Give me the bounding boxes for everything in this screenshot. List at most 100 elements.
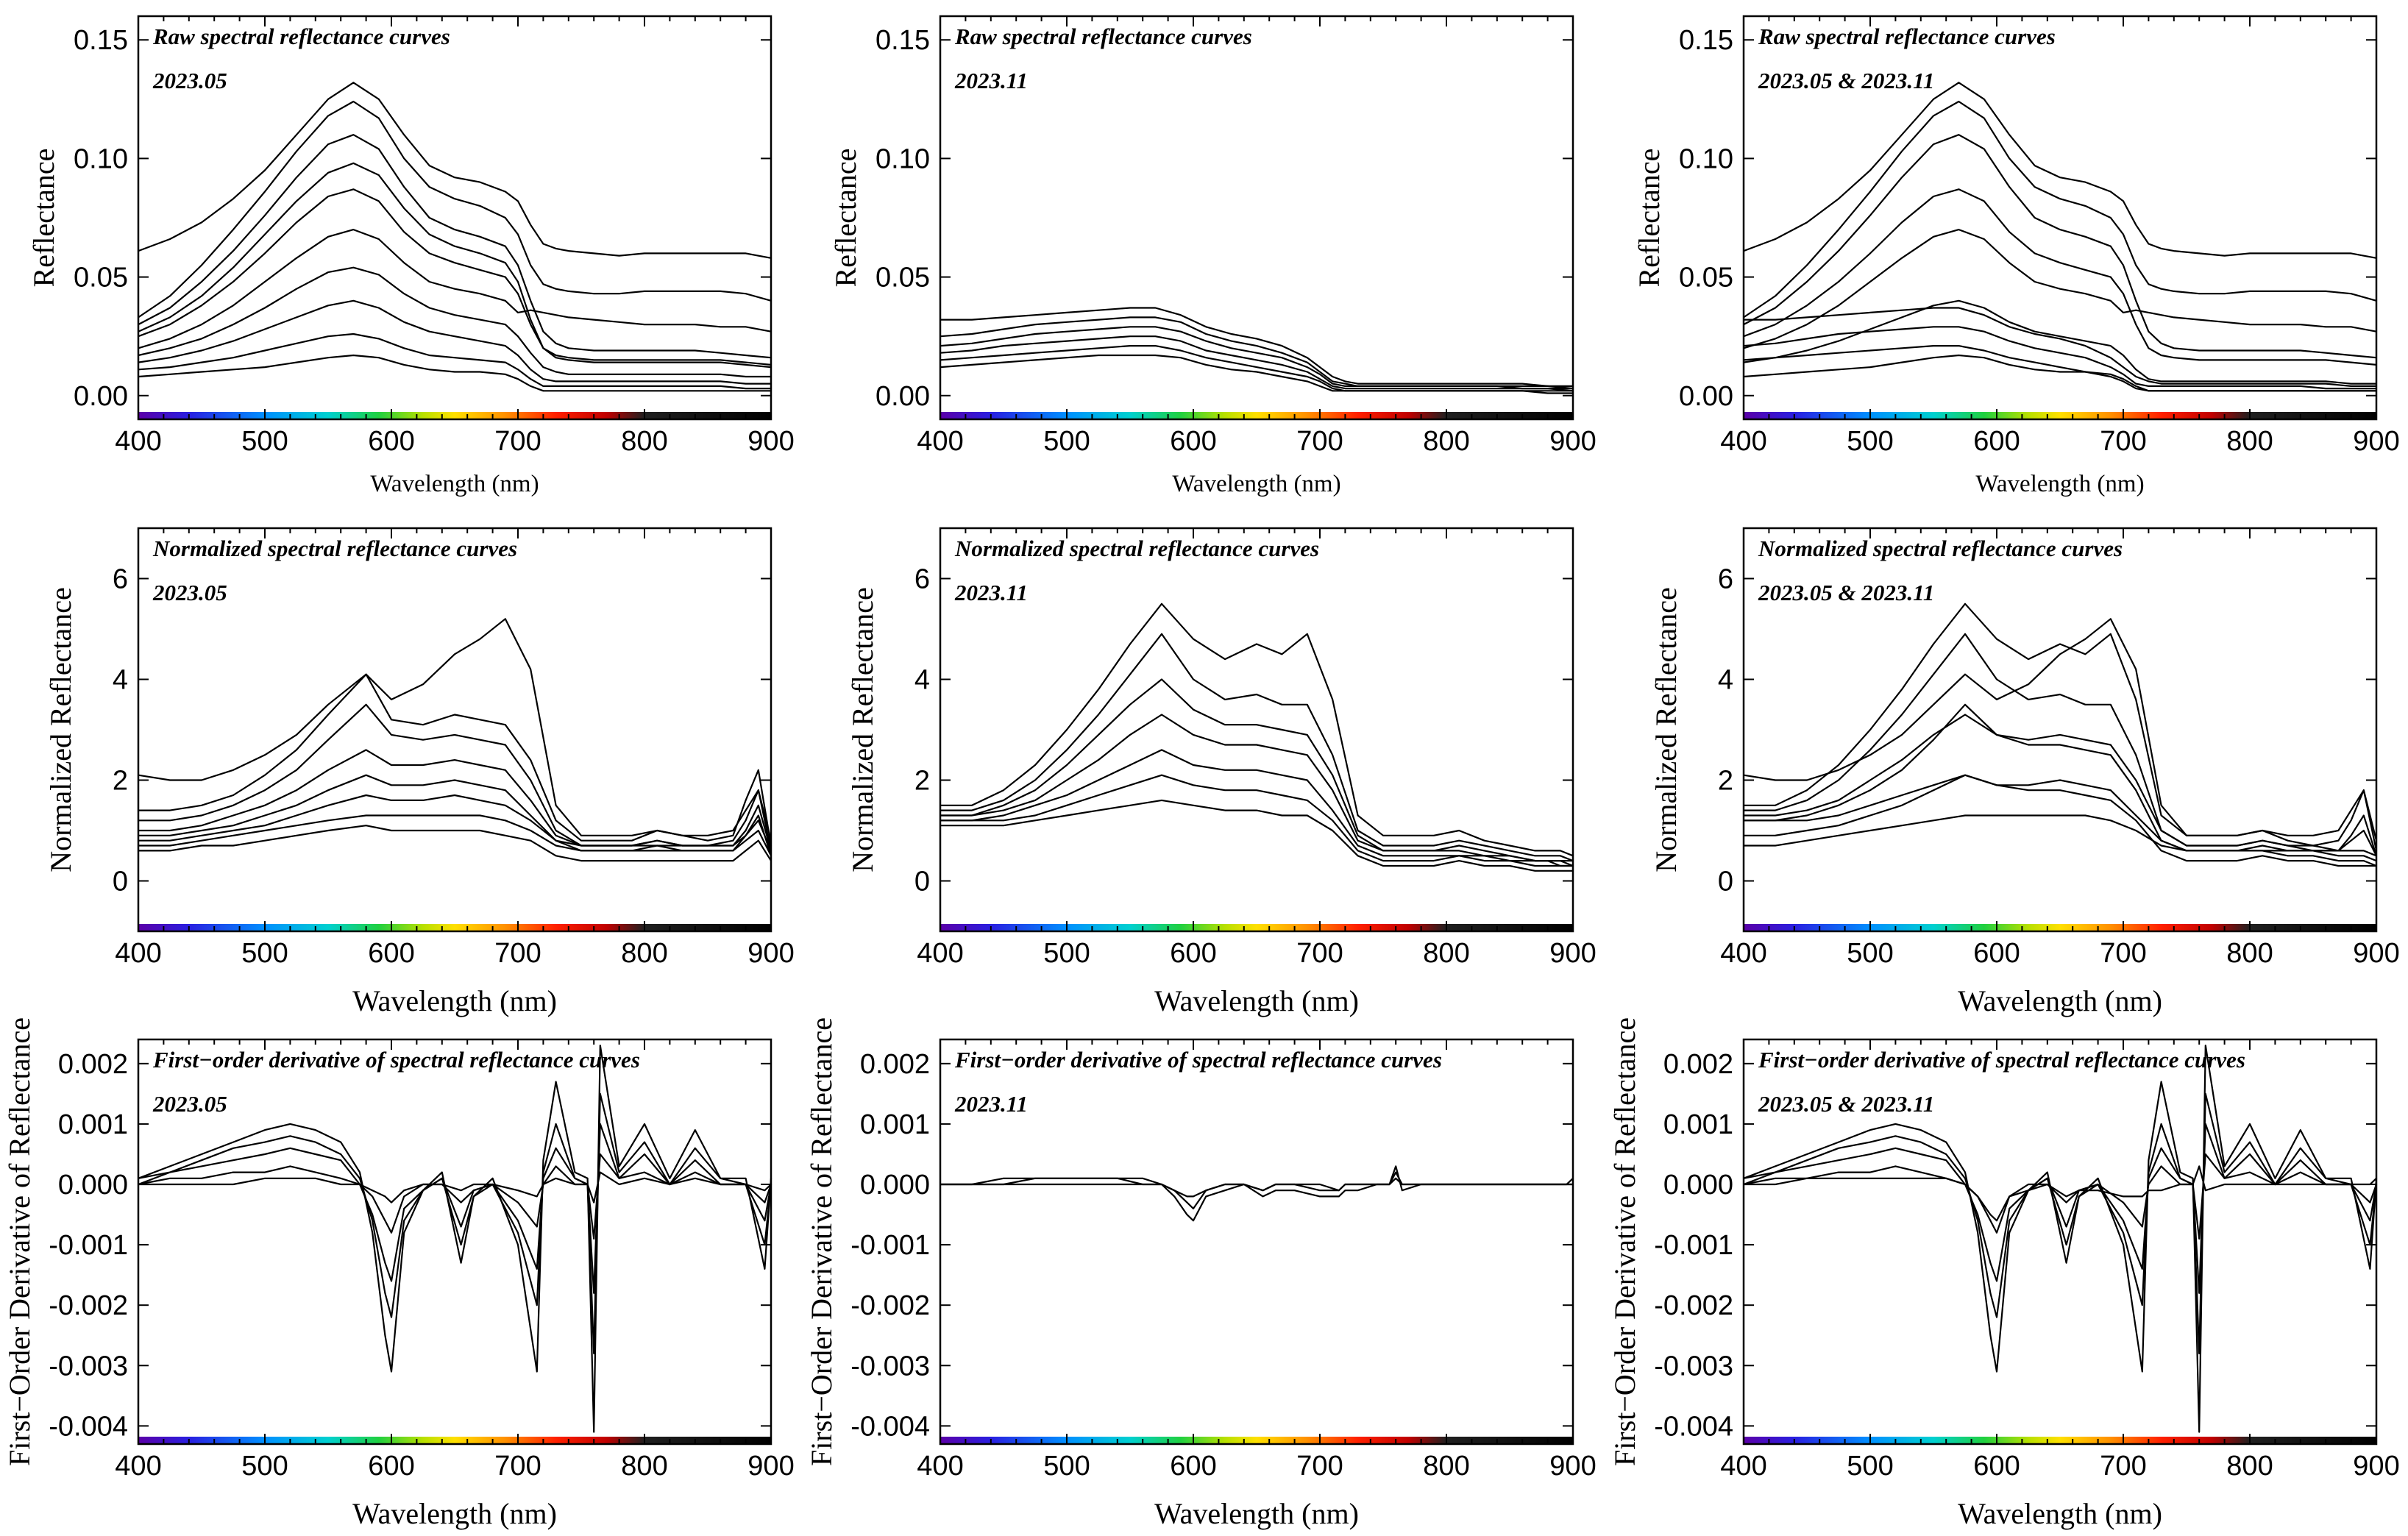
y-axis-title: Reflectance: [1633, 149, 1666, 288]
y-tick-label: -0.001: [850, 1230, 930, 1261]
panel-title: Normalized spectral reflectance curves: [152, 536, 517, 561]
series-line-7: [138, 814, 772, 856]
plot-frame: [939, 15, 1574, 421]
y-axis-title: Normalized Reflectance: [846, 587, 879, 872]
series-line-2: [1743, 618, 2378, 841]
y-tick-label: 0.00: [74, 381, 128, 412]
x-tick-label: 900: [2353, 426, 2399, 457]
x-tick-label: 700: [2100, 938, 2146, 969]
plot-frame: [137, 1038, 773, 1446]
y-tick-label: 2: [1718, 766, 1733, 797]
y-tick-label: -0.002: [1654, 1290, 1733, 1321]
panel-subtitle: 2023.11: [954, 580, 1028, 605]
x-axis-title: Wavelength (nm): [1958, 984, 2162, 1017]
panel-subtitle: 2023.11: [954, 68, 1028, 93]
series-line-3: [940, 1177, 1573, 1198]
series-line-1: [138, 1045, 773, 1433]
y-tick-label: -0.002: [49, 1290, 128, 1321]
x-axis-title: Wavelength (nm): [1958, 1497, 2162, 1530]
x-tick-label: 500: [1043, 426, 1090, 457]
panel-title: First−order derivative of spectral refle…: [1758, 1047, 2245, 1073]
spectrum-strip: [138, 1437, 771, 1443]
y-tick-label: -0.003: [1654, 1351, 1733, 1382]
y-tick-label: 0.00: [876, 381, 930, 412]
y-tick-label: 0: [1718, 867, 1733, 897]
x-tick-label: 600: [1170, 426, 1216, 457]
x-axis-title: Wavelength (nm): [1172, 471, 1340, 497]
x-tick-label: 600: [1170, 938, 1216, 969]
x-tick-label: 900: [2353, 1451, 2399, 1482]
x-tick-label: 600: [1973, 938, 2020, 969]
x-tick-label: 900: [1549, 1451, 1596, 1482]
series-line-5: [1743, 1153, 2378, 1240]
x-axis-title: Wavelength (nm): [370, 471, 539, 497]
x-axis-title: Wavelength (nm): [1975, 471, 2144, 497]
series-line-5: [138, 1171, 772, 1203]
series-line-6: [138, 229, 772, 349]
chart-panel-3: 400 500 600 700 800 900 0.00 0.05 0.10 0.15 Wavele…: [1633, 15, 2400, 497]
y-tick-label: 6: [914, 564, 930, 595]
spectrum-strip: [940, 1437, 1573, 1443]
plot-frame: [1742, 1038, 2378, 1446]
y-tick-label: -0.001: [1654, 1230, 1733, 1261]
series-line-4: [940, 335, 1574, 392]
series-line-3: [1743, 1123, 2378, 1294]
y-tick-label: 4: [914, 665, 930, 696]
chart-panel-8: 400 500 600 700 800 900 0.002 0.001 0.000 -0.001 -…: [805, 1017, 1597, 1530]
series-line-4: [1744, 1165, 2377, 1222]
series-line-6: [940, 354, 1573, 394]
x-tick-label: 800: [621, 938, 667, 969]
x-tick-label: 800: [2226, 938, 2273, 969]
series-line-4: [138, 1153, 773, 1240]
y-tick-label: 0.10: [74, 143, 128, 174]
y-axis-title: Normalized Reflectance: [1649, 587, 1683, 872]
chart-panel-2: 400 500 600 700 800 900 0.00 0.05 0.10 0.15 Wavele…: [829, 15, 1597, 497]
series-line-1: [940, 602, 1574, 857]
panel-subtitle: 2023.05 & 2023.11: [1758, 580, 1934, 605]
spectrum-strip: [138, 924, 771, 931]
panel-subtitle: 2023.11: [954, 1091, 1028, 1117]
x-tick-label: 800: [1423, 1451, 1469, 1482]
y-tick-label: 0.000: [1663, 1170, 1733, 1201]
y-tick-label: 0.05: [876, 263, 930, 294]
plot-frame: [137, 15, 773, 421]
series-line-3: [1744, 633, 2377, 862]
x-tick-label: 700: [2100, 1451, 2146, 1482]
y-tick-label: 0.00: [1679, 381, 1733, 412]
series-line-1: [138, 82, 772, 259]
x-tick-label: 800: [1423, 938, 1469, 969]
x-axis-title: Wavelength (nm): [1154, 1497, 1359, 1530]
series-line-2: [1743, 1092, 2378, 1355]
chart-panel-4: 400 500 600 700 800 900 0 2 4 6 Wavelength (nm) Nor…: [44, 527, 795, 1017]
x-tick-label: 700: [494, 1451, 541, 1482]
series-line-2: [940, 1171, 1573, 1210]
series-line-4: [1744, 703, 2378, 851]
y-axis-title: Normalized Reflectance: [44, 587, 77, 872]
panel-title: Raw spectral reflectance curves: [954, 24, 1252, 49]
x-tick-label: 400: [917, 426, 963, 457]
x-tick-label: 500: [241, 1451, 288, 1482]
y-tick-label: 0.05: [1679, 263, 1733, 294]
series-line-3: [138, 1123, 773, 1294]
x-tick-label: 500: [1847, 938, 1893, 969]
x-tick-label: 800: [621, 1451, 667, 1482]
chart-panel-5: 400 500 600 700 800 900 0 2 4 6 Wavelength (nm) Nor…: [846, 527, 1597, 1017]
series-line-10: [1743, 354, 2376, 392]
y-tick-label: -0.003: [49, 1351, 128, 1382]
series-line-6: [940, 774, 1573, 867]
y-tick-label: 0.001: [860, 1109, 930, 1140]
series-line-2: [138, 100, 772, 319]
series-line-4: [940, 714, 1574, 867]
y-axis-title: First−Order Derivative of Reflectance: [3, 1017, 36, 1466]
series-line-2: [940, 633, 1574, 862]
x-tick-label: 700: [1296, 1451, 1343, 1482]
y-tick-label: 0.05: [74, 263, 128, 294]
x-tick-label: 800: [2226, 1451, 2273, 1482]
x-tick-label: 400: [115, 1451, 161, 1482]
y-tick-label: 4: [113, 665, 128, 696]
series-line-6: [138, 794, 773, 851]
plot-frame: [1742, 15, 2378, 421]
chart-panel-9: 400 500 600 700 800 900 0.002 0.001 0.000 -0.001 -…: [1608, 1017, 2400, 1530]
plot-frame: [939, 527, 1574, 933]
y-tick-label: -0.003: [850, 1351, 930, 1382]
